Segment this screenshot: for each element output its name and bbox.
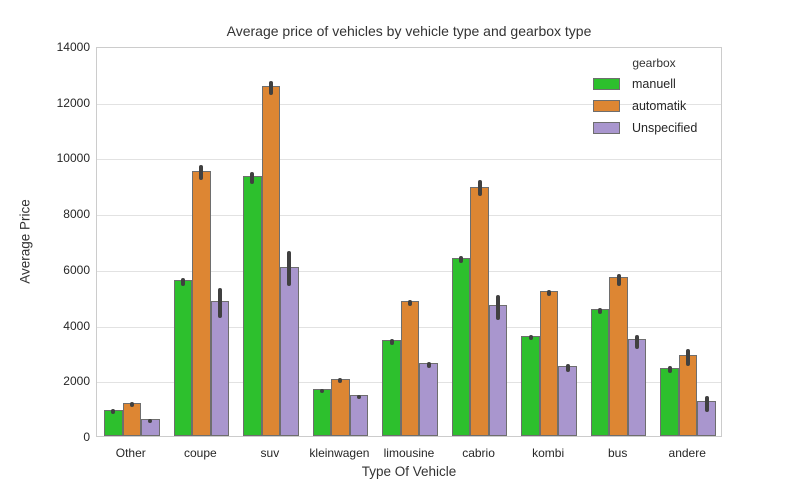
bar-Unspecified-limousine — [419, 363, 438, 436]
error-bar-automatik-cabrio — [477, 180, 482, 196]
error-bar-manuell-cabrio — [459, 255, 464, 264]
legend-label-automatik: automatik — [632, 99, 687, 113]
x-tick-label-coupe: coupe — [183, 446, 217, 460]
error-bar-manuell-kleinwagen — [319, 388, 324, 393]
bar-automatik-coupe — [192, 171, 211, 436]
legend-swatch-Unspecified — [593, 122, 620, 134]
bar-Unspecified-coupe — [210, 300, 230, 436]
error-bar-automatik-kleinwagen — [338, 377, 343, 384]
bar-Unspecified-kleinwagen — [349, 395, 369, 436]
legend-items: manuell automatik Unspecified — [591, 73, 717, 139]
legend-title: gearbox — [632, 56, 676, 70]
y-tick-label-8000: 8000 — [63, 207, 90, 222]
y-tick-label-4000: 4000 — [63, 318, 90, 333]
x-tick-label-bus: bus — [607, 446, 628, 460]
bar-manuell-kleinwagen — [312, 388, 332, 436]
error-bar-manuell-bus — [598, 308, 603, 315]
bar-manuell-coupe — [173, 280, 193, 436]
error-bar-automatik-limousine — [408, 300, 412, 306]
x-tick-label-cabrio: cabrio — [462, 446, 495, 460]
y-tick-label-0: 0 — [83, 430, 90, 444]
gridline-y-6000 — [97, 270, 721, 272]
error-bar-Unspecified-cabrio — [496, 294, 501, 320]
legend-swatch-automatik — [593, 100, 620, 112]
legend-row-Unspecified: Unspecified — [591, 117, 717, 139]
error-bar-automatik-andere — [686, 348, 691, 366]
legend-label-Unspecified: Unspecified — [632, 121, 698, 135]
error-bar-automatik-suv — [268, 81, 273, 96]
bar-automatik-limousine — [400, 300, 420, 436]
y-tick-label-14000: 14000 — [56, 40, 90, 54]
x-tick-label-kleinwagen: kleinwagen — [309, 446, 370, 460]
bar-automatik-Other — [122, 402, 142, 436]
error-bar-manuell-limousine — [389, 339, 394, 345]
bar-automatik-bus — [609, 277, 628, 436]
legend-row-automatik: automatik — [591, 95, 717, 117]
legend: gearbox manuell automatik Unspecified — [591, 56, 717, 139]
error-bar-Unspecified-limousine — [426, 362, 431, 368]
gridline-y-12000 — [97, 103, 721, 105]
error-bar-manuell-Other — [111, 409, 116, 414]
gridline-y-8000 — [97, 215, 721, 217]
error-bar-automatik-coupe — [199, 165, 204, 181]
y-tick-label-6000: 6000 — [63, 262, 90, 277]
error-bar-Unspecified-suv — [287, 251, 292, 287]
bar-manuell-andere — [660, 367, 679, 436]
y-axis-label: Average Price — [17, 199, 33, 284]
y-tick-label-12000: 12000 — [56, 95, 90, 110]
x-tick-label-limousine: limousine — [383, 446, 435, 460]
bar-manuell-kombi — [521, 335, 540, 436]
y-tick-label-10000: 10000 — [56, 151, 90, 166]
chart-title: Average price of vehicles by vehicle typ… — [226, 23, 592, 39]
error-bar-manuell-kombi — [528, 334, 533, 341]
error-bar-automatik-kombi — [547, 290, 552, 296]
x-tick-label-suv: suv — [260, 446, 280, 460]
x-axis-label: Type Of Vehicle — [361, 464, 457, 479]
error-bar-manuell-andere — [667, 366, 672, 374]
x-tick-label-Other: Other — [115, 446, 146, 460]
error-bar-Unspecified-kombi — [565, 364, 570, 372]
bar-Unspecified-kombi — [558, 366, 577, 436]
error-bar-automatik-bus — [616, 273, 621, 287]
bar-Unspecified-bus — [627, 338, 647, 436]
error-bar-automatik-Other — [129, 402, 134, 408]
error-bar-Unspecified-kleinwagen — [356, 394, 361, 399]
bar-Unspecified-cabrio — [488, 305, 508, 436]
bar-automatik-kleinwagen — [331, 378, 350, 436]
legend-label-manuell: manuell — [632, 77, 676, 91]
error-bar-manuell-coupe — [180, 277, 185, 287]
plot-area: gearbox manuell automatik Unspecified — [96, 47, 722, 437]
x-tick-label-andere: andere — [668, 446, 706, 460]
bar-automatik-kombi — [539, 291, 559, 436]
error-bar-Unspecified-bus — [635, 334, 640, 349]
error-bar-manuell-suv — [250, 171, 255, 185]
x-tick-label-kombi: kombi — [532, 446, 565, 460]
bar-manuell-bus — [590, 309, 610, 436]
bar-manuell-cabrio — [451, 257, 471, 436]
error-bar-Unspecified-coupe — [217, 287, 222, 319]
y-tick-label-2000: 2000 — [63, 374, 90, 389]
bar-automatik-andere — [678, 355, 698, 436]
legend-swatch-manuell — [593, 78, 620, 90]
bar-Unspecified-suv — [280, 267, 299, 436]
bar-automatik-cabrio — [470, 186, 489, 436]
legend-row-manuell: manuell — [591, 73, 717, 95]
bar-automatik-suv — [261, 86, 281, 436]
error-bar-Unspecified-Other — [148, 418, 153, 423]
bar-manuell-suv — [243, 175, 262, 436]
gridline-y-10000 — [97, 159, 721, 161]
error-bar-Unspecified-andere — [704, 396, 709, 412]
bar-manuell-limousine — [382, 339, 401, 436]
